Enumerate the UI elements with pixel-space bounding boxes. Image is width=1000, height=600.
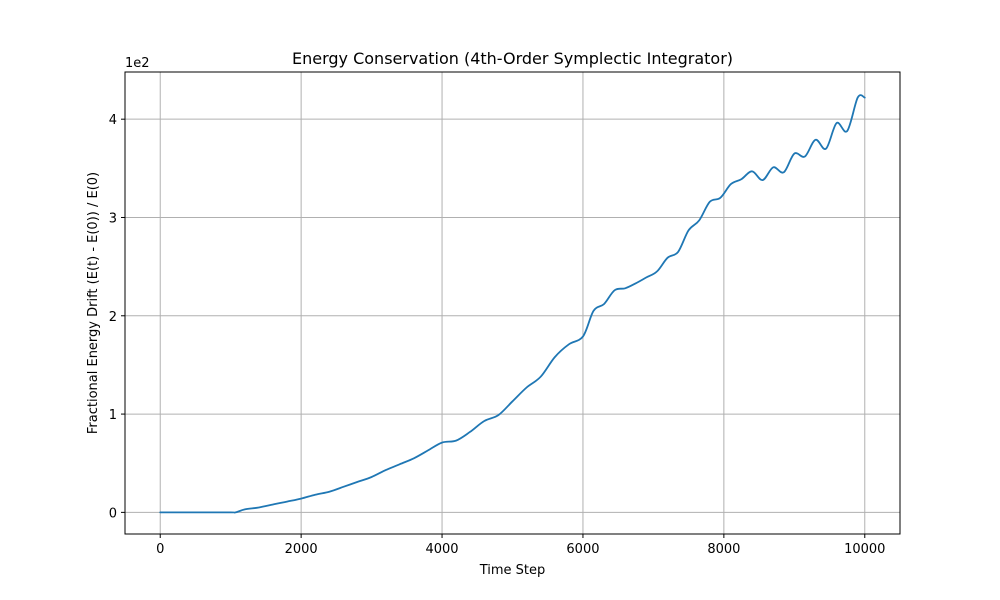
x-axis-label: Time Step <box>479 563 546 578</box>
x-tick-label: 0 <box>156 542 164 557</box>
x-tick-label: 8000 <box>707 542 740 557</box>
plot-frame <box>124 71 901 535</box>
y-axis-label: Fractional Energy Drift (E(t) - E(0)) / … <box>86 172 101 434</box>
x-tick-label: 10000 <box>844 542 885 557</box>
y-axis-offset-text: 1e2 <box>125 56 150 71</box>
x-tick-label: 4000 <box>425 542 458 557</box>
chart-title: Energy Conservation (4th-Order Symplecti… <box>292 49 733 68</box>
x-tick-label: 6000 <box>566 542 599 557</box>
x-tick-label: 2000 <box>285 542 318 557</box>
y-tick-label: 3 <box>109 211 117 226</box>
tick-layer: 0 2000 4000 6000 8000 10000 0 1 2 3 4 <box>109 113 886 557</box>
grid-layer <box>125 72 900 534</box>
y-tick-label: 2 <box>109 310 117 325</box>
energy-drift-line <box>159 94 866 514</box>
y-tick-label: 4 <box>109 113 117 128</box>
y-tick-label: 1 <box>109 408 117 423</box>
y-tick-label: 0 <box>109 506 117 521</box>
series-layer <box>159 94 866 514</box>
